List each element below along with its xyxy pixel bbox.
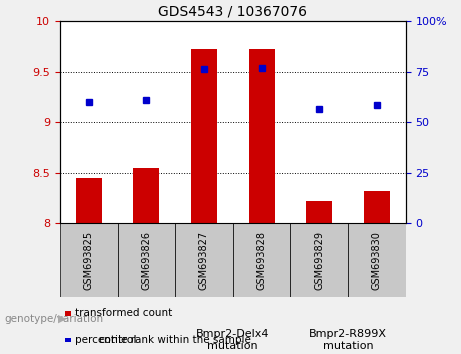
Text: GSM693830: GSM693830	[372, 231, 382, 290]
Bar	[306, 201, 332, 223]
Text: percentile rank within the sample: percentile rank within the sample	[75, 335, 251, 345]
Bar	[248, 50, 275, 223]
Bar	[191, 50, 217, 223]
Text: control: control	[98, 335, 137, 345]
Text: Bmpr2-Delx4
mutation: Bmpr2-Delx4 mutation	[196, 329, 270, 351]
Text: GSM693826: GSM693826	[142, 231, 151, 290]
Bar	[364, 191, 390, 223]
Title: GDS4543 / 10367076: GDS4543 / 10367076	[158, 5, 307, 19]
Bar	[290, 223, 348, 297]
Text: Bmpr2-R899X
mutation: Bmpr2-R899X mutation	[309, 329, 387, 351]
Text: GSM693825: GSM693825	[84, 230, 94, 290]
Bar	[175, 223, 233, 297]
Bar	[76, 178, 102, 223]
Bar	[348, 223, 406, 297]
Text: GSM693827: GSM693827	[199, 230, 209, 290]
Text: transformed count: transformed count	[75, 308, 172, 318]
Text: ▶: ▶	[58, 314, 66, 324]
Text: GSM693828: GSM693828	[257, 231, 266, 290]
Bar	[60, 223, 118, 297]
Bar	[233, 223, 290, 297]
Text: GSM693829: GSM693829	[314, 231, 324, 290]
Bar	[118, 223, 175, 297]
Bar	[133, 167, 160, 223]
Text: genotype/variation: genotype/variation	[5, 314, 104, 324]
